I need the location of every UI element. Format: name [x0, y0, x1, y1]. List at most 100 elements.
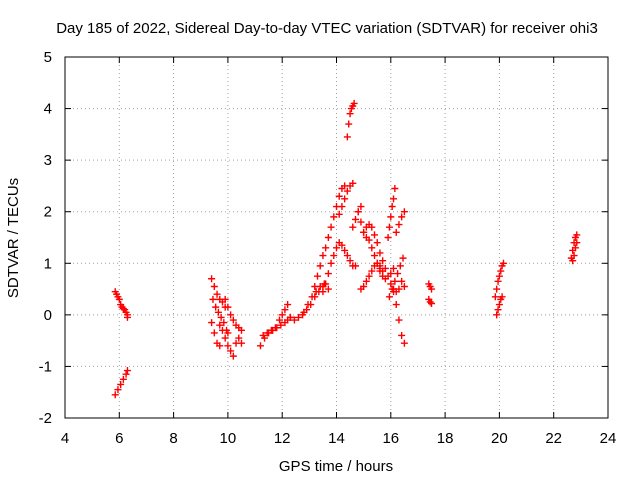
- data-point: [385, 293, 393, 301]
- data-point: [308, 293, 316, 301]
- data-point: [284, 301, 292, 309]
- data-point: [345, 120, 353, 128]
- data-point: [263, 329, 271, 337]
- data-point: [227, 311, 235, 319]
- y-tick-label: 4: [44, 101, 52, 118]
- data-point: [300, 308, 308, 316]
- data-point: [349, 179, 357, 187]
- data-point: [384, 234, 392, 241]
- data-point: [208, 275, 216, 283]
- data-point: [385, 223, 393, 231]
- data-point: [277, 321, 285, 329]
- data-point: [333, 244, 340, 252]
- data-point: [395, 316, 403, 324]
- data-point: [217, 313, 225, 321]
- data-point: [346, 110, 354, 118]
- data-point: [218, 326, 226, 334]
- data-point: [376, 267, 384, 275]
- data-point: [387, 280, 395, 288]
- data-point: [210, 329, 218, 337]
- series-track-m: [311, 182, 349, 290]
- data-point: [111, 391, 119, 399]
- data-point: [394, 270, 402, 278]
- y-tick-labels: -2 -1 0 1 2 3 4 5: [39, 49, 52, 427]
- series-track-g: [216, 321, 245, 360]
- data-point: [319, 252, 327, 260]
- data-point: [398, 331, 406, 339]
- x-tick-label: 12: [274, 430, 291, 447]
- data-point: [224, 329, 232, 337]
- data-point: [368, 244, 376, 252]
- x-tick-label: 6: [115, 430, 123, 447]
- data-point: [349, 223, 357, 231]
- data-point: [390, 195, 398, 203]
- data-point: [352, 262, 360, 270]
- data-point: [495, 301, 503, 309]
- data-point: [229, 316, 237, 324]
- chart-title: Day 185 of 2022, Sidereal Day-to-day VTE…: [56, 20, 598, 37]
- data-point: [569, 257, 577, 265]
- series-track-e: [209, 295, 232, 337]
- data-point: [237, 326, 245, 334]
- data-point: [495, 272, 503, 280]
- data-point: [330, 252, 338, 260]
- data-point: [341, 195, 349, 203]
- data-point: [338, 203, 346, 211]
- data-point: [121, 306, 129, 314]
- data-point: [428, 285, 436, 293]
- data-point: [494, 277, 502, 285]
- series-track-c: [111, 367, 131, 399]
- data-point: [390, 264, 398, 272]
- data-point: [324, 285, 332, 293]
- data-point: [117, 380, 125, 388]
- data-point: [278, 311, 286, 319]
- data-point: [216, 321, 224, 329]
- data-point: [208, 319, 216, 327]
- data-point: [286, 313, 294, 321]
- data-point: [216, 342, 224, 350]
- x-tick-label: 4: [61, 430, 69, 447]
- series-track-v: [384, 185, 399, 241]
- data-point: [115, 295, 123, 303]
- data-point: [360, 228, 368, 236]
- data-point: [343, 252, 351, 260]
- data-point: [346, 257, 354, 265]
- data-point: [398, 213, 406, 221]
- x-tick-label: 24: [600, 430, 617, 447]
- data-point: [341, 246, 349, 254]
- data-point: [311, 282, 319, 290]
- y-tick-label: 1: [44, 255, 52, 272]
- data-point: [388, 203, 396, 211]
- data-point: [221, 295, 229, 303]
- data-point: [391, 185, 399, 193]
- data-point: [396, 262, 404, 270]
- x-tick-label: 16: [382, 430, 399, 447]
- x-tick-label: 18: [437, 430, 454, 447]
- data-point: [357, 218, 365, 226]
- data-point: [324, 270, 332, 278]
- data-point: [235, 334, 243, 342]
- data-point: [379, 257, 387, 265]
- data-point: [493, 311, 501, 319]
- data-point: [271, 324, 279, 332]
- data-point: [122, 370, 130, 378]
- data-point: [573, 231, 581, 239]
- data-point: [426, 298, 434, 306]
- y-tick-label: 3: [44, 152, 52, 169]
- data-point: [221, 334, 229, 342]
- series-track-h: [221, 295, 245, 334]
- y-tick-label: 0: [44, 307, 52, 324]
- data-point: [362, 277, 370, 285]
- data-point: [330, 213, 338, 221]
- data-point: [256, 342, 264, 350]
- series-track-w: [385, 254, 407, 301]
- series-track-n: [319, 239, 360, 296]
- x-tick-label: 22: [545, 430, 562, 447]
- data-point: [229, 352, 237, 360]
- data-point: [312, 288, 320, 296]
- data-point: [570, 252, 578, 260]
- data-point: [395, 285, 403, 293]
- data-points: [111, 99, 581, 399]
